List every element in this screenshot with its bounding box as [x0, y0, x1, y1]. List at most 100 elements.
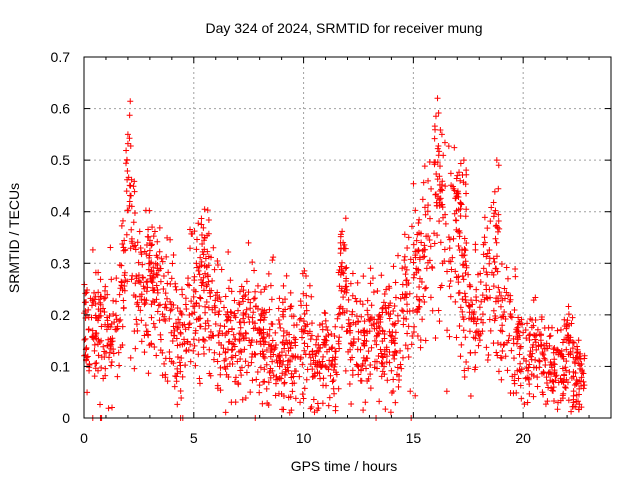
data-point: [303, 307, 310, 314]
data-point: [151, 324, 158, 331]
data-point: [385, 304, 392, 311]
data-point: [472, 364, 479, 371]
data-point: [477, 270, 484, 277]
data-point: [555, 347, 562, 354]
data-point: [401, 257, 408, 264]
data-point: [434, 95, 441, 102]
data-point: [249, 259, 256, 266]
data-point: [427, 243, 434, 250]
data-point: [522, 327, 529, 334]
data-point: [285, 347, 292, 354]
data-point: [536, 364, 543, 371]
data-point: [148, 267, 155, 274]
data-point: [261, 307, 268, 314]
data-point: [465, 271, 472, 278]
data-point: [186, 321, 193, 328]
data-point: [307, 361, 314, 368]
data-point: [563, 376, 570, 383]
data-point: [457, 304, 464, 311]
data-point: [395, 252, 402, 259]
data-point: [508, 347, 515, 354]
data-point: [205, 217, 212, 223]
data-point: [163, 295, 170, 302]
data-point: [559, 378, 566, 385]
data-point: [220, 304, 227, 311]
data-point: [145, 234, 152, 241]
data-point: [228, 347, 235, 354]
data-point: [560, 353, 567, 360]
data-point: [453, 217, 460, 224]
data-point: [142, 322, 149, 329]
data-point: [308, 293, 315, 300]
data-point: [243, 369, 250, 376]
data-point: [390, 376, 397, 383]
data-point: [208, 254, 215, 261]
data-point: [133, 316, 140, 323]
data-point: [369, 275, 376, 282]
data-point: [97, 276, 104, 283]
data-point: [170, 252, 177, 259]
data-point: [534, 326, 541, 333]
data-point: [514, 327, 521, 334]
data-point: [382, 302, 389, 309]
data-point: [274, 359, 281, 366]
data-point: [429, 264, 436, 271]
data-point: [411, 323, 418, 330]
data-point: [378, 272, 385, 279]
data-point: [525, 376, 532, 383]
data-point: [520, 355, 527, 362]
y-tick-label: 0: [62, 410, 70, 426]
data-point: [196, 271, 203, 278]
data-point: [412, 207, 419, 214]
data-point: [102, 365, 109, 372]
data-point: [447, 170, 454, 177]
data-point: [300, 395, 307, 402]
data-point: [548, 364, 555, 371]
data-point: [201, 234, 208, 241]
data-point: [326, 357, 333, 364]
data-point: [304, 330, 311, 337]
data-point: [267, 365, 274, 372]
data-point: [146, 207, 153, 214]
data-point: [184, 281, 191, 288]
data-point: [562, 385, 569, 392]
data-point: [143, 250, 150, 257]
data-point: [309, 348, 316, 355]
data-point: [297, 298, 304, 305]
data-point: [230, 331, 237, 338]
data-point: [385, 283, 392, 290]
data-point: [411, 271, 418, 278]
data-point: [303, 273, 310, 280]
data-point: [225, 249, 232, 256]
data-point: [157, 336, 164, 343]
data-point: [487, 218, 494, 225]
data-point: [392, 348, 399, 355]
data-point: [188, 298, 195, 305]
data-point: [301, 310, 308, 317]
data-point: [502, 316, 509, 323]
data-point: [447, 293, 454, 300]
data-point: [455, 194, 462, 201]
data-point: [82, 308, 89, 315]
data-point: [260, 379, 267, 386]
data-point: [526, 332, 533, 339]
data-point: [86, 367, 93, 374]
data-point: [577, 355, 584, 362]
data-point: [162, 290, 169, 297]
data-point: [386, 328, 393, 335]
data-point: [575, 391, 582, 398]
data-point: [462, 334, 469, 341]
data-point: [469, 301, 476, 308]
data-points: [81, 95, 588, 421]
data-point: [146, 254, 153, 261]
data-point: [497, 327, 504, 334]
data-point: [387, 311, 394, 318]
data-point: [491, 188, 498, 195]
data-point: [367, 371, 374, 378]
data-point: [257, 338, 264, 345]
data-point: [490, 340, 497, 347]
data-point: [456, 289, 463, 296]
data-point: [279, 311, 286, 318]
y-tick-label: 0.2: [51, 307, 71, 323]
data-point: [166, 349, 173, 356]
